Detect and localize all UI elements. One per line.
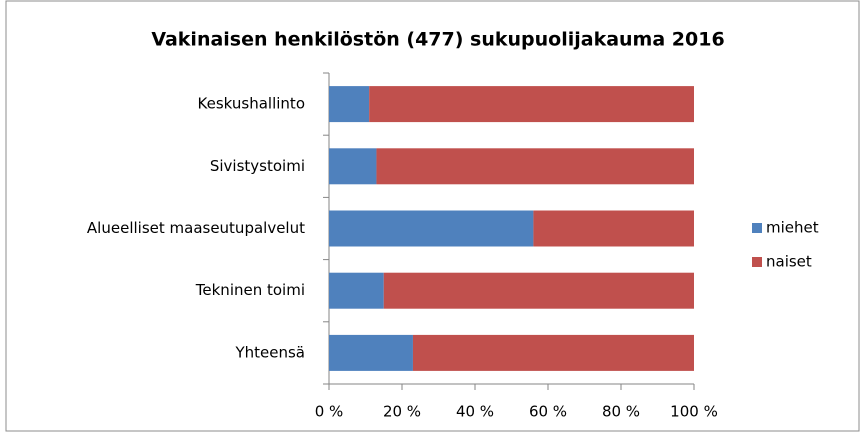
y-tick-label: Tekninen toimi <box>195 281 305 299</box>
x-tick-label: 0 % <box>315 403 344 421</box>
y-tick-label: Alueelliset maaseutupalvelut <box>87 219 305 237</box>
bar-segment <box>329 210 534 247</box>
bar-segment <box>329 86 370 123</box>
legend-swatch <box>752 223 762 233</box>
legend-label: miehet <box>766 219 819 237</box>
x-tick-label: 40 % <box>456 403 494 421</box>
bar-segment <box>383 272 694 309</box>
x-tick-label: 60 % <box>529 403 567 421</box>
bar-segment <box>329 272 384 309</box>
y-tick-label: Keskushallinto <box>198 95 305 113</box>
bar-segment <box>412 334 694 371</box>
x-tick-label: 80 % <box>602 403 640 421</box>
y-tick-label: Yhteensä <box>234 343 305 361</box>
y-tick-label: Sivistystoimi <box>210 157 305 175</box>
chart-title: Vakinaisen henkilöstön (477) sukupuolija… <box>151 29 724 51</box>
legend-label: naiset <box>766 253 812 271</box>
bar-segment <box>533 210 694 247</box>
bar-segment <box>369 86 694 123</box>
x-tick-label: 100 % <box>670 403 718 421</box>
x-tick-label: 20 % <box>383 403 421 421</box>
bar-segment <box>376 148 694 185</box>
legend-swatch <box>752 257 762 267</box>
bar-segment <box>329 334 413 371</box>
bar-segment <box>329 148 377 185</box>
